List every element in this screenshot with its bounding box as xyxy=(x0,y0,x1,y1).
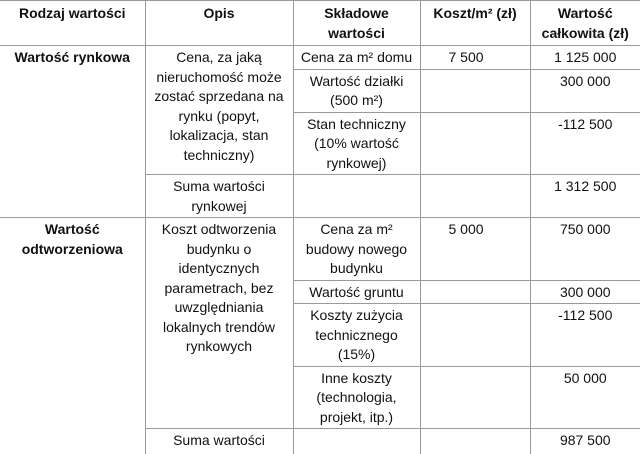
table-row: Wartość działki (500 m²) 300 000 xyxy=(0,68,640,113)
header-cell: Składowe wartości xyxy=(292,0,421,46)
component: Inne koszty (technologia, projekt, itp.) xyxy=(293,365,421,429)
total-value: 50 000 xyxy=(529,365,640,429)
empty-cell xyxy=(292,174,421,218)
header-cell: Opis xyxy=(144,0,294,46)
empty-cell xyxy=(419,365,531,429)
empty-cell xyxy=(419,68,531,113)
header-cell: Wartość całkowita (zł) xyxy=(529,0,640,46)
total-value: -112 500 xyxy=(529,303,640,367)
component: Stan techniczny (10% wartość rynkowej) xyxy=(293,111,421,175)
cost-per-m2: 5 000 xyxy=(419,217,531,281)
table-row: Inne koszty (technologia, projekt, itp.)… xyxy=(0,365,640,429)
sum-label: Suma wartości rynkowej xyxy=(145,174,294,218)
empty-cell xyxy=(292,428,421,454)
header-cell: Rodzaj wartości xyxy=(0,0,146,46)
component: Cena za m² domu xyxy=(292,45,421,70)
table-row: Wartość rynkowa Cena, za jaką nieruchomoś… xyxy=(0,45,640,218)
value-type: Wartość odtworzeniowa xyxy=(0,217,146,454)
total-value: 1 125 000 xyxy=(529,45,640,70)
total-value: 300 000 xyxy=(529,68,640,113)
total-value: 300 000 xyxy=(529,279,640,304)
empty-cell xyxy=(419,174,531,218)
empty-cell xyxy=(419,428,531,454)
component: Wartość działki (500 m²) xyxy=(293,68,421,113)
header-row: Rodzaj wartości Opis Składowe wartości K… xyxy=(0,0,640,46)
table-body: Wartość rynkowa Cena, za jaką nieruchomoś… xyxy=(0,45,640,454)
table-row: Wartość odtworzeniowa Koszt odtworzenia b… xyxy=(0,217,640,454)
sum-row: Suma wartości rynkowej 1 312 500 xyxy=(0,174,640,218)
header-cell: Koszt/m² (zł) xyxy=(419,0,531,46)
sum-total: 1 312 500 xyxy=(529,174,640,218)
cost-per-m2: 7 500 xyxy=(419,45,531,70)
sum-total: 987 500 xyxy=(529,428,640,454)
total-value: -112 500 xyxy=(529,111,640,175)
component: Wartość gruntu xyxy=(293,279,421,304)
table-row: Stan techniczny (10% wartość rynkowej) -1… xyxy=(0,111,640,175)
table-header: Rodzaj wartości Opis Składowe wartości K… xyxy=(0,0,640,46)
component: Cena za m² budowy nowego budynku xyxy=(292,217,421,281)
value-type: Wartość rynkowa xyxy=(0,45,146,218)
component: Koszty zużycia technicznego (15%) xyxy=(293,303,421,367)
empty-cell xyxy=(419,111,531,175)
sum-row: Suma wartości odtworzeniowej 987 500 xyxy=(0,428,640,454)
total-value: 750 000 xyxy=(529,217,640,281)
empty-cell xyxy=(419,279,531,304)
sum-label: Suma wartości odtworzeniowej xyxy=(145,428,294,454)
description: Koszt odtworzenia budynku o identycznych… xyxy=(144,217,294,429)
table-row: Wartość gruntu 300 000 xyxy=(0,279,640,304)
empty-cell xyxy=(419,303,531,367)
description: Cena, za jaką nieruchomość może zostać s… xyxy=(144,45,294,175)
